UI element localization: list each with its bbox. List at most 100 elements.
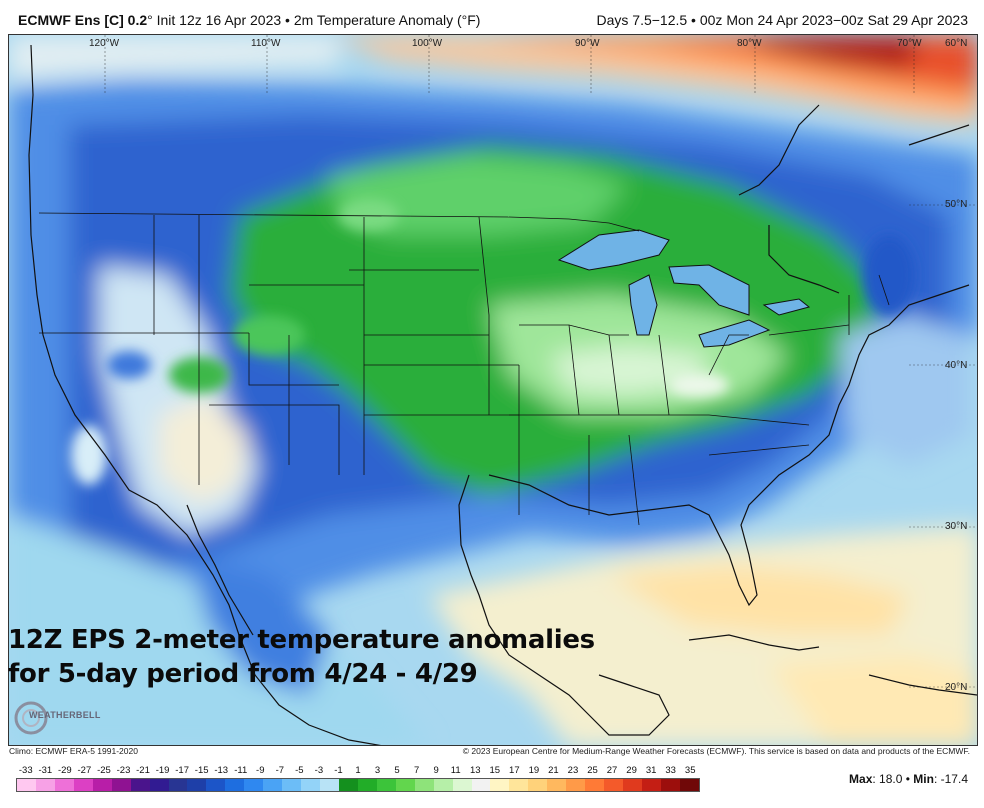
colorbar-tick-label: 25 [587, 765, 598, 776]
colorbar-cell [509, 779, 529, 791]
colorbar-cell [490, 779, 510, 791]
weatherbell-logo [14, 701, 48, 735]
colorbar-tick-label: -3 [314, 765, 324, 776]
colorbar-cell [338, 779, 358, 791]
annotation-line-2: for 5-day period from 4/24 - 4/29 [8, 659, 478, 689]
max-label: Max [849, 772, 873, 786]
logo-text: WEATHERBELL [29, 710, 101, 720]
climo-note: Climo: ECMWF ERA-5 1991-2020 [9, 746, 138, 756]
colorbar-tick-label: 27 [606, 765, 618, 776]
latitude-label-60n: 60°N [945, 38, 968, 49]
political-borders [38, 212, 890, 526]
colorbar-ticks: -33 -31 -29 -27 -25 -23 -21 -19 -17 -15 -13 -11 -9 -7… [16, 765, 706, 777]
colorbar-cell [54, 779, 74, 791]
model-name: ECMWF Ens [C] 0.2 [18, 12, 148, 28]
colorbar-cell [301, 779, 320, 791]
colorbar-cell [244, 779, 264, 791]
colorbar-tick-label: -13 [214, 765, 229, 776]
colorbar-cell [73, 779, 93, 791]
colorbar-cell [35, 779, 55, 791]
colorbar-cell [263, 779, 283, 791]
colorbar-cell [547, 779, 567, 791]
annotation-line-1: 12Z EPS 2-meter temperature anomalies [8, 625, 595, 655]
longitude-label-90w: 90°W [575, 38, 600, 49]
colorbar-tick-label: 31 [645, 765, 657, 776]
colorbar-cell [566, 779, 586, 791]
colorbar-cell [168, 779, 188, 791]
min-label: Min [913, 772, 934, 786]
colorbar-tick-label: -17 [175, 765, 189, 776]
latitude-label-30n: 30°N [945, 521, 968, 532]
colorbar-tick-label: 21 [548, 765, 559, 776]
anomaly-map[interactable]: 120°W 110°W 100°W 90°W 80°W 70°W 60°N 50… [8, 34, 978, 746]
graticule [104, 35, 977, 688]
copyright-note: © 2023 European Centre for Medium-Range … [462, 746, 970, 756]
colorbar-tick-label: -9 [256, 765, 265, 776]
valid-period: Days 7.5−12.5 • 00z Mon 24 Apr 2023−00z … [596, 12, 969, 28]
latitude-label-50n: 50°N [945, 199, 968, 210]
title-rest: ° Init 12z 16 Apr 2023 • 2m Temperature … [147, 12, 481, 28]
colorbar-cell [623, 779, 642, 791]
latitude-label-40n: 40°N [945, 360, 968, 371]
colorbar-cell [679, 779, 699, 791]
colorbar-tick-label: -31 [38, 765, 53, 776]
colorbar-tick-label: 7 [413, 765, 420, 776]
colorbar-tick-label: 1 [355, 765, 361, 776]
colorbar-cell [225, 779, 245, 791]
colorbar-cell [604, 779, 623, 791]
max-value: : 18.0 • [872, 772, 910, 786]
colorbar-tick-label: -21 [136, 765, 150, 776]
anomaly-detail [71, 199, 915, 485]
colorbar-tick-label: 23 [567, 765, 579, 776]
colorbar-tick-label: -7 [275, 765, 285, 776]
colorbar-cell [187, 779, 207, 791]
colorbar-cell [282, 779, 302, 791]
colorbar-tick-label: 35 [684, 765, 696, 776]
colorbar-tick-label: 9 [433, 765, 439, 776]
colorbar-tick-label: 15 [489, 765, 501, 776]
anomaly-shading [9, 35, 977, 745]
colorbar-tick-label: -15 [194, 765, 209, 776]
colorbar-cell [660, 779, 680, 791]
colorbar-cell [111, 779, 131, 791]
colorbar-cell [585, 779, 605, 791]
colorbar-cell [92, 779, 112, 791]
colorbar-cell [206, 779, 226, 791]
anomaly-colorbar [16, 778, 700, 792]
longitude-label-100w: 100°W [412, 38, 443, 49]
colorbar-cell [395, 779, 415, 791]
colorbar-tick-label: 5 [394, 765, 400, 776]
min-value: : -17.4 [933, 772, 968, 786]
colorbar-cell [17, 779, 36, 791]
colorbar-tick-label: 33 [665, 765, 676, 776]
colorbar-tick-label: -5 [295, 765, 304, 776]
longitude-label-70w: 70°W [897, 38, 922, 49]
colorbar-cell [357, 779, 377, 791]
colorbar-cell [414, 779, 434, 791]
colorbar-tick-label: -33 [18, 765, 33, 776]
colorbar-tick-label: -1 [334, 765, 343, 776]
colorbar-tick-label: 17 [509, 765, 520, 776]
colorbar-tick-label: 11 [450, 765, 461, 776]
longitude-label-120w: 120°W [89, 38, 120, 49]
max-min-summary: Max: 18.0 • Min: -17.4 [849, 772, 968, 786]
colorbar-tick-label: -23 [116, 765, 131, 776]
colorbar-tick-label: 29 [626, 765, 637, 776]
colorbar-tick-label: -11 [234, 765, 248, 776]
colorbar-tick-label: 13 [469, 765, 481, 776]
annotation-caption: 12Z EPS 2-meter temperature anomalies fo… [8, 623, 595, 691]
colorbar-cell [320, 779, 339, 791]
map-title: ECMWF Ens [C] 0.2° Init 12z 16 Apr 2023 … [18, 12, 480, 28]
colorbar-tick-label: -25 [97, 765, 111, 776]
colorbar-cell [452, 779, 472, 791]
map-canvas [9, 35, 977, 745]
map-header: ECMWF Ens [C] 0.2° Init 12z 16 Apr 2023 … [0, 0, 984, 34]
colorbar-cell [641, 779, 661, 791]
colorbar-cell [130, 779, 150, 791]
colorbar-tick-label: -27 [77, 765, 92, 776]
longitude-label-110w: 110°W [251, 38, 281, 49]
colorbar-cell [149, 779, 169, 791]
colorbar-tick-label: -29 [57, 765, 72, 776]
colorbar-tick-label: 3 [374, 765, 381, 776]
colorbar-cell [528, 779, 548, 791]
